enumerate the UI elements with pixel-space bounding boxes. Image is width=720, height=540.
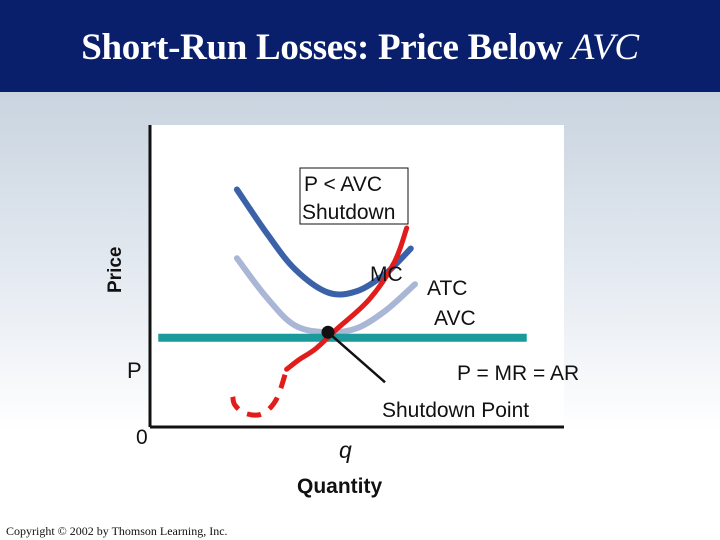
mc-label: MC [370,263,403,286]
slide-title-main: Short-Run Losses: Price Below [81,27,572,68]
atc-label: ATC [427,277,467,300]
quantity-q-label: q [339,437,352,463]
shutdown-leader-line [327,331,386,384]
mc-curve [284,225,410,372]
avc-label: AVC [434,307,476,330]
price-line-label: P = MR = AR [457,362,579,385]
slide-title-italic: AVC [571,27,639,68]
origin-label: 0 [136,426,148,449]
x-axis-label: Quantity [297,475,382,498]
annotation-box [299,167,409,225]
annotation-line-2: Shutdown [302,201,395,224]
slide-title: Short-Run Losses: Price Below AVC [0,26,720,69]
price-axis-label: P [127,358,142,383]
annotation-line-1: P < AVC [304,173,382,196]
y-axis-label: Price [105,247,126,293]
shutdown-point-label: Shutdown Point [382,399,529,422]
title-bar [0,0,720,92]
shutdown-point-marker [321,325,335,339]
mc-curve-dashed [230,368,289,418]
copyright-notice: Copyright © 2002 by Thomson Learning, In… [6,524,228,538]
